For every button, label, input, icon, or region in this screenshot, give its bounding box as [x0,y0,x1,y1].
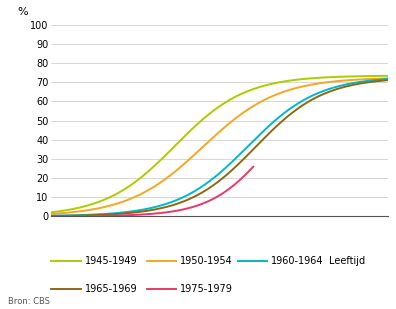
Text: Leeftijd: Leeftijd [329,256,365,266]
Text: 1945-1949: 1945-1949 [85,256,138,266]
Text: %: % [18,7,29,17]
Text: 1960-1964: 1960-1964 [271,256,324,266]
Text: Bron: CBS: Bron: CBS [8,297,50,306]
Text: 1965-1969: 1965-1969 [85,284,138,294]
Text: 1950-1954: 1950-1954 [180,256,233,266]
Text: 1975-1979: 1975-1979 [180,284,233,294]
